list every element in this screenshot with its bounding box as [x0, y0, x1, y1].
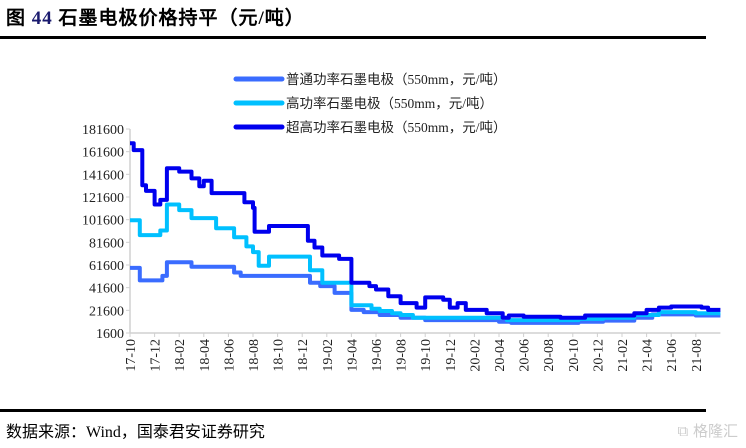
title-text: 石墨电极价格持平（元/吨）	[58, 8, 305, 29]
x-tick-label: 17-10	[124, 339, 139, 372]
x-tick-label: 20-06	[518, 339, 533, 372]
y-tick-label: 121600	[82, 191, 124, 206]
series-line-2	[130, 141, 721, 320]
series-line-1	[130, 202, 721, 323]
x-tick-label: 20-12	[591, 339, 606, 372]
legend-label-0: 普通功率石墨电极（550mm，元/吨）	[286, 71, 507, 87]
x-tick-label: 21-08	[690, 339, 705, 372]
x-tick-label: 18-06	[222, 339, 237, 372]
x-tick-label: 20-04	[493, 339, 508, 372]
x-tick-label: 19-06	[370, 339, 385, 372]
y-tick-label: 181600	[82, 123, 124, 138]
y-tick-label: 81600	[89, 236, 124, 251]
y-tick-label: 101600	[82, 214, 124, 229]
figure-number: 44	[31, 8, 53, 29]
title-prefix: 图	[6, 8, 27, 29]
chart-title: 图 44 石墨电极价格持平（元/吨）	[6, 3, 305, 30]
y-tick-label: 61600	[89, 259, 124, 274]
y-tick-label: 161600	[82, 146, 124, 161]
x-tick-label: 19-12	[444, 339, 459, 372]
top-rule	[0, 36, 706, 39]
x-tick-label: 19-08	[395, 339, 410, 372]
x-tick-label: 17-12	[149, 339, 164, 372]
x-tick-label: 21-04	[641, 339, 656, 372]
x-tick-label: 18-02	[173, 339, 188, 372]
y-tick-label: 21600	[89, 304, 124, 319]
x-tick-label: 18-10	[272, 339, 287, 372]
x-tick-label: 19-02	[321, 339, 336, 372]
x-tick-label: 21-06	[665, 339, 680, 372]
legend-label-1: 高功率石墨电极（550mm，元/吨）	[286, 95, 493, 111]
x-tick-label: 18-12	[296, 339, 311, 372]
x-tick-label: 21-02	[616, 339, 631, 372]
x-tick-label: 18-04	[198, 339, 213, 372]
legend-label-2: 超高功率石墨电极（550mm，元/吨）	[286, 119, 507, 135]
y-tick-label: 41600	[89, 282, 124, 297]
source-note: 数据来源：Wind，国泰君安证券研究	[6, 424, 265, 441]
y-tick-label: 1600	[96, 327, 124, 342]
x-tick-label: 20-02	[468, 339, 483, 372]
bottom-rule	[0, 409, 706, 412]
watermark-logo: ⧉ 格隆汇	[677, 422, 738, 440]
x-tick-label: 19-04	[345, 339, 360, 372]
x-tick-label: 19-10	[419, 339, 434, 372]
x-tick-label: 20-10	[567, 339, 582, 372]
y-tick-label: 141600	[82, 168, 124, 183]
x-tick-label: 18-08	[247, 339, 262, 372]
x-tick-label: 20-08	[542, 339, 557, 372]
